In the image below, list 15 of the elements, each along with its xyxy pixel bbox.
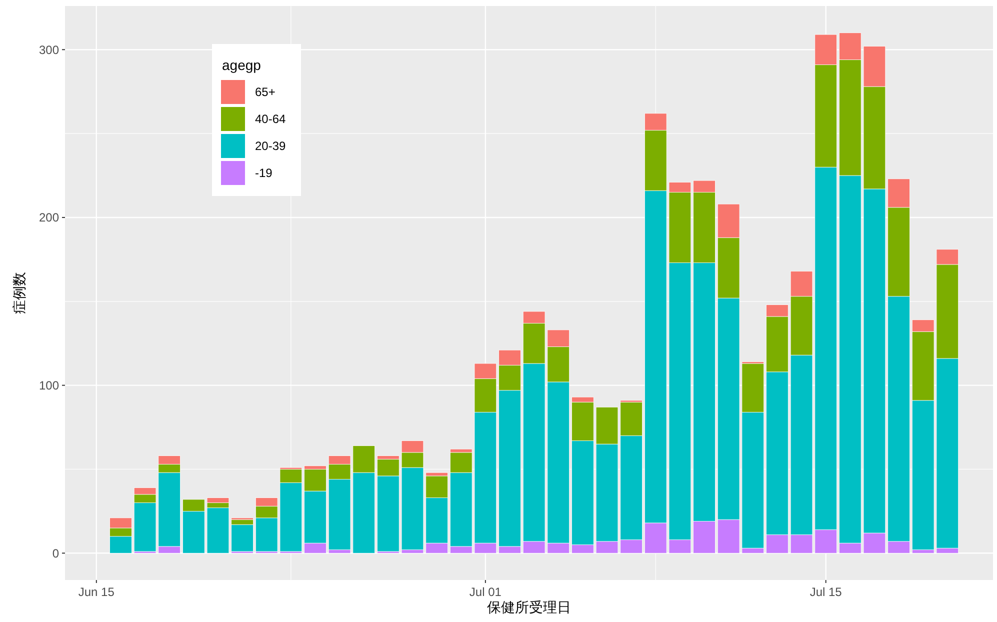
- legend-label: 20-39: [255, 139, 286, 154]
- y-tick-label: 300: [38, 42, 60, 57]
- legend-title: agegp: [222, 57, 262, 73]
- legend-label: 40-64: [255, 112, 286, 126]
- x-tick-label: Jun 15: [78, 585, 115, 599]
- y-tick-label: 100: [38, 378, 60, 393]
- y-tick-label: 0: [52, 546, 60, 560]
- bar: [231, 524, 254, 552]
- x-tick-label: Jul 01: [469, 585, 502, 599]
- y-tick-label: 200: [38, 210, 60, 225]
- legend-label: -19: [255, 166, 273, 180]
- x-axis-title: 保健所受理日: [487, 599, 571, 615]
- legend-label: 65+: [255, 85, 276, 100]
- y-axis-title: 症例数: [11, 272, 27, 314]
- x-tick-label: Jul 15: [810, 585, 842, 599]
